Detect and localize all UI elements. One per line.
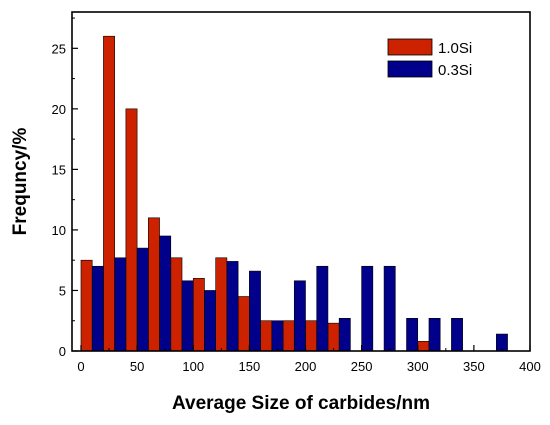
- bar-03Si-4: [181, 280, 194, 352]
- bar-10Si-11: [327, 322, 340, 352]
- bar-10Si-0: [80, 259, 93, 352]
- bar-10Si-3: [148, 217, 160, 352]
- bar-03Si-0: [91, 265, 104, 352]
- x-tick-label-2: 100: [182, 359, 204, 374]
- bar-10Si-9: [282, 320, 295, 352]
- x-tick-label-8: 400: [519, 359, 541, 374]
- bar-03Si-11: [338, 318, 351, 352]
- bar-03Si-1: [114, 257, 127, 352]
- bar-03Si-10: [316, 265, 329, 352]
- legend-swatch-0: [387, 38, 433, 56]
- bar-10Si-4: [170, 257, 183, 352]
- legend-swatch-1: [387, 60, 433, 78]
- x-tick-label-5: 250: [351, 359, 373, 374]
- x-tick-label-4: 200: [295, 359, 317, 374]
- y-tick-label-3: 15: [52, 162, 66, 177]
- x-tick-label-6: 300: [407, 359, 429, 374]
- plot-frame: [71, 11, 531, 352]
- bar-03Si-16: [451, 318, 463, 352]
- bar-03Si-6: [226, 261, 239, 352]
- legend-label-0: 1.0Si: [438, 40, 472, 57]
- bar-03Si-7: [249, 270, 261, 352]
- bar-03Si-13: [383, 265, 396, 352]
- bar-10Si-10: [305, 320, 318, 352]
- y-axis-title: Frequncy/%: [10, 128, 31, 236]
- bar-03Si-3: [159, 235, 172, 352]
- bar-03Si-9: [293, 280, 306, 352]
- bar-10Si-1: [103, 35, 115, 352]
- bar-10Si-8: [260, 320, 273, 352]
- bar-03Si-14: [406, 318, 419, 352]
- x-tick-label-7: 350: [463, 359, 485, 374]
- x-tick-label-3: 150: [239, 359, 261, 374]
- bar-10Si-6: [215, 257, 228, 352]
- bars-layer: [80, 35, 508, 352]
- bar-03Si-15: [428, 318, 441, 352]
- x-tick-label-1: 50: [130, 359, 144, 374]
- bar-10Si-7: [237, 296, 250, 352]
- bar-03Si-2: [136, 247, 149, 352]
- legend: 1.0Si 0.3Si: [387, 38, 472, 79]
- legend-label-1: 0.3Si: [438, 62, 472, 79]
- y-tick-label-2: 10: [52, 223, 66, 238]
- ticks-layer: 0 50 100 150 200 250 300 350 400 0 5 10 15 20 25: [52, 17, 541, 374]
- x-tick-label-0: 0: [77, 359, 84, 374]
- y-tick-label-0: 0: [59, 344, 66, 359]
- x-axis-title: Average Size of carbides/nm: [172, 393, 430, 414]
- y-tick-label-4: 20: [52, 102, 66, 117]
- bar-03Si-8: [271, 320, 284, 352]
- bar-03Si-12: [361, 265, 374, 352]
- bar-03Si-5: [204, 290, 216, 352]
- bar-10Si-12: [417, 341, 430, 352]
- y-tick-label-5: 25: [52, 41, 66, 56]
- bar-10Si-2: [125, 108, 138, 352]
- y-tick-label-1: 5: [59, 283, 66, 298]
- bar-10Si-5: [192, 278, 205, 352]
